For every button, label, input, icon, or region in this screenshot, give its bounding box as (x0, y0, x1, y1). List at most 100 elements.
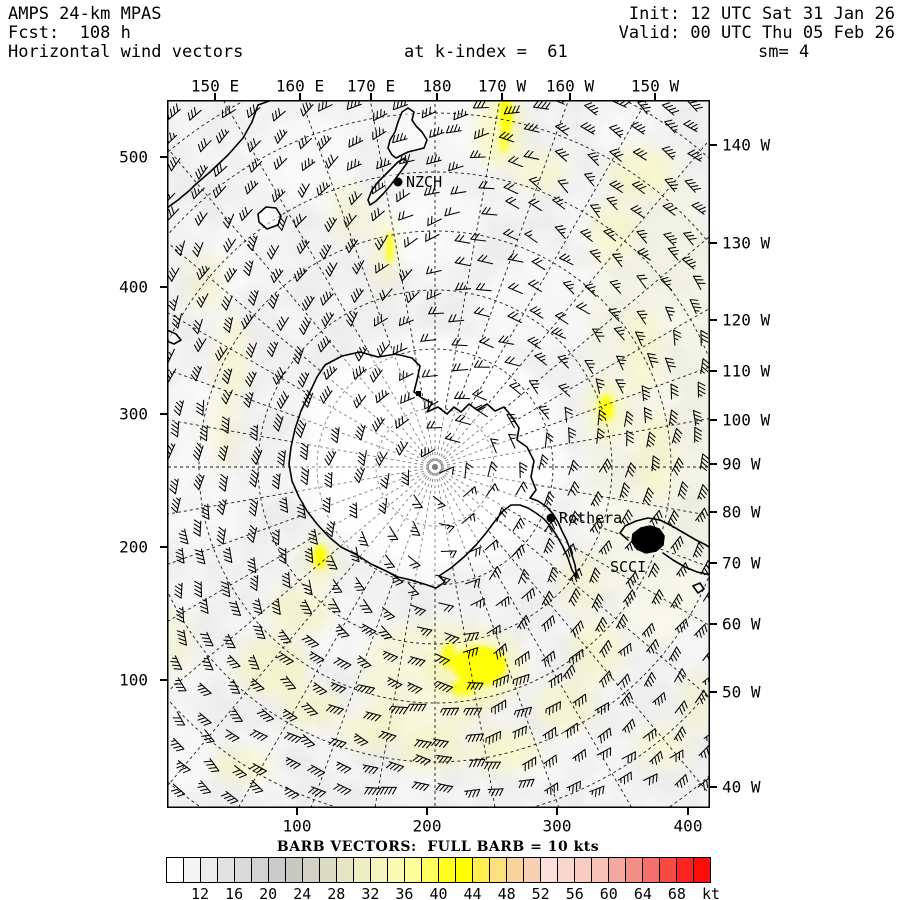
axis-label-top-150E: 150 E (190, 76, 240, 96)
axis-label-right-60W: 60 W (722, 614, 761, 634)
colorbar-tick-24: 24 (293, 885, 312, 900)
colorbar-tick-60: 60 (599, 885, 618, 900)
meridian-line (374, 466, 436, 808)
axis-tick-bottom (687, 808, 689, 815)
colorbar-tick-44: 44 (463, 885, 482, 900)
colorbar-cell-2 (201, 858, 218, 882)
meridian-line (222, 100, 436, 468)
station-label-rothera: Rothera (559, 509, 622, 527)
colorbar-tick-40: 40 (429, 885, 448, 900)
meridian-line (434, 466, 560, 808)
colorbar-cell-6 (269, 858, 286, 882)
axis-label-bottom-100: 100 (282, 816, 312, 836)
station-dot-nzch (393, 177, 403, 187)
colorbar-tick-16: 16 (225, 885, 244, 900)
coast-nz-south-island (367, 157, 408, 206)
colorbar-cell-8 (303, 858, 320, 882)
axis-tick-right (710, 562, 717, 564)
colorbar-tick-20: 20 (259, 885, 278, 900)
colorbar-cell-9 (320, 858, 337, 882)
axis-tick-left (160, 546, 167, 548)
axis-label-right-100W: 100 W (722, 410, 771, 430)
axis-tick-top (501, 93, 503, 100)
axis-tick-left (160, 286, 167, 288)
meridian-line (434, 100, 570, 468)
colorbar-cell-30 (677, 858, 694, 882)
colorbar-cell-21 (524, 858, 541, 882)
valid-time: Valid: 00 UTC Thu 05 Feb 26 (618, 23, 895, 43)
axis-tick-right (710, 370, 717, 372)
coast-island-se (692, 582, 705, 594)
polar-stereographic-map: NZCH Rothera SCCI (167, 100, 710, 808)
meridian-line (434, 466, 633, 808)
colorbar-title: BARB VECTORS: FULL BARB = 10 kts (276, 839, 600, 855)
colorbar-cell-14 (405, 858, 422, 882)
axis-label-top-180: 180 (422, 76, 452, 96)
colorbar (166, 857, 711, 883)
axis-label-right-40W: 40 W (722, 777, 761, 797)
colorbar-cell-19 (490, 858, 507, 882)
field-title: Horizontal wind vectors (8, 42, 244, 62)
colorbar-tick-36: 36 (395, 885, 414, 900)
colorbar-cell-0 (167, 858, 184, 882)
station-label-nzch: NZCH (406, 173, 442, 191)
station-dot-rothera (546, 513, 556, 523)
stations: NZCH Rothera SCCI (393, 173, 646, 576)
colorbar-cell-18 (473, 858, 490, 882)
colorbar-cell-1 (184, 858, 201, 882)
axis-tick-top (370, 93, 372, 100)
axis-tick-left (160, 156, 167, 158)
axis-label-right-70W: 70 W (722, 553, 761, 573)
axis-tick-right (710, 786, 717, 788)
colorbar-cell-10 (337, 858, 354, 882)
colorbar-cell-24 (575, 858, 592, 882)
colorbar-tick-28: 28 (327, 885, 346, 900)
model-title: AMPS 24-km MPAS (8, 4, 162, 24)
axis-tick-right (710, 463, 717, 465)
axis-label-right-90W: 90 W (722, 454, 761, 474)
coast-tasmania (257, 206, 282, 230)
meridian-line (434, 100, 501, 468)
colorbar-cell-23 (558, 858, 575, 882)
wind-barbs (167, 100, 710, 804)
coast-australia-coast (167, 100, 273, 209)
coast-nz-north-island (387, 107, 428, 159)
meridian-line (369, 100, 436, 468)
smoothing-label: sm= 4 (758, 42, 810, 62)
colorbar-cell-7 (286, 858, 303, 882)
axis-tick-left (160, 679, 167, 681)
colorbar-cell-15 (422, 858, 439, 882)
axis-tick-top (436, 93, 438, 100)
meridian-line (434, 138, 710, 468)
axis-tick-right (710, 623, 717, 625)
colorbar-cell-20 (507, 858, 524, 882)
graticule (167, 100, 710, 808)
axis-label-top-160E: 160 E (275, 76, 325, 96)
meridian-line (434, 466, 710, 627)
forecast-hour: Fcst: 108 h (8, 23, 131, 43)
axis-tick-right (710, 319, 717, 321)
colorbar-cell-25 (592, 858, 609, 882)
axis-label-top-170E: 170 E (346, 76, 396, 96)
axis-label-right-50W: 50 W (722, 682, 761, 702)
axis-label-bottom-200: 200 (412, 816, 442, 836)
axis-label-top-150W: 150 W (630, 76, 680, 96)
axis-label-left-200: 200 (119, 537, 148, 557)
station-label-scci: SCCI (610, 558, 646, 576)
axis-tick-top (214, 93, 216, 100)
axis-tick-right (710, 511, 717, 513)
colorbar-cell-11 (354, 858, 371, 882)
colorbar-cell-28 (643, 858, 660, 882)
axis-tick-top (654, 93, 656, 100)
axis-label-left-100: 100 (119, 670, 148, 690)
map-panel: NZCH Rothera SCCI (167, 100, 710, 808)
point-marker (416, 391, 421, 396)
axis-tick-right (710, 242, 717, 244)
colorbar-cell-12 (371, 858, 388, 882)
colorbar-cell-16 (439, 858, 456, 882)
colorbar-cell-26 (609, 858, 626, 882)
colorbar-cell-17 (456, 858, 473, 882)
axis-tick-left (160, 413, 167, 415)
meridian-line (167, 146, 436, 468)
colorbar-unit: kt (701, 885, 721, 900)
